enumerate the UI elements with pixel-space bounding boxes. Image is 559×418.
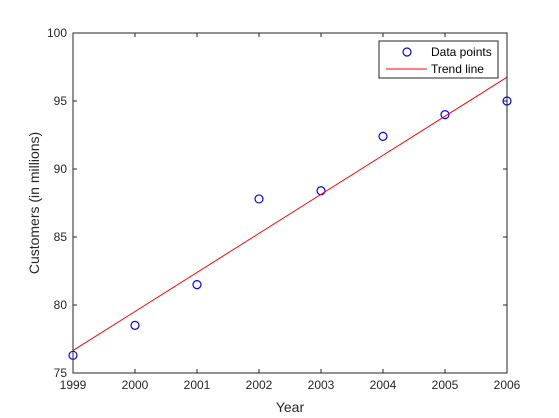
legend-label-trend-line: Trend line bbox=[431, 62, 484, 76]
legend-marker-data-points bbox=[402, 47, 412, 57]
y-axis-label: Customers (in millions) bbox=[26, 132, 42, 274]
x-tick-label: 2003 bbox=[308, 378, 335, 392]
data-point bbox=[130, 320, 140, 330]
data-point bbox=[378, 131, 388, 141]
x-tick-label: 2001 bbox=[184, 378, 211, 392]
y-tick-label: 85 bbox=[54, 230, 68, 244]
x-axis-label: Year bbox=[276, 399, 305, 415]
data-point bbox=[192, 280, 202, 290]
x-tick-label: 2000 bbox=[122, 378, 149, 392]
y-tick-label: 90 bbox=[54, 162, 68, 176]
plot-area bbox=[72, 32, 508, 374]
y-tick-label: 95 bbox=[54, 94, 68, 108]
x-tick-label: 2002 bbox=[246, 378, 273, 392]
y-tick-label: 100 bbox=[47, 26, 67, 40]
y-tick-label: 75 bbox=[54, 366, 68, 380]
x-tick-label: 2004 bbox=[370, 378, 397, 392]
legend: Data points Trend line bbox=[378, 40, 499, 79]
data-point bbox=[440, 109, 450, 120]
x-tick-label: 2005 bbox=[432, 378, 459, 392]
x-tick-label: 2006 bbox=[494, 378, 521, 392]
legend-label-data-points: Data points bbox=[431, 45, 492, 59]
legend-box bbox=[378, 40, 499, 79]
data-point bbox=[254, 194, 264, 204]
x-tick-label: 1999 bbox=[60, 378, 87, 392]
y-tick-label: 80 bbox=[54, 298, 68, 312]
trend-line bbox=[72, 76, 508, 351]
